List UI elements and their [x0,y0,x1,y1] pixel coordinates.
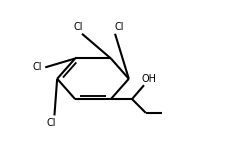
Text: Cl: Cl [115,22,124,32]
Text: Cl: Cl [47,118,56,128]
Text: Cl: Cl [73,22,83,32]
Text: Cl: Cl [32,62,42,72]
Text: OH: OH [142,74,157,84]
